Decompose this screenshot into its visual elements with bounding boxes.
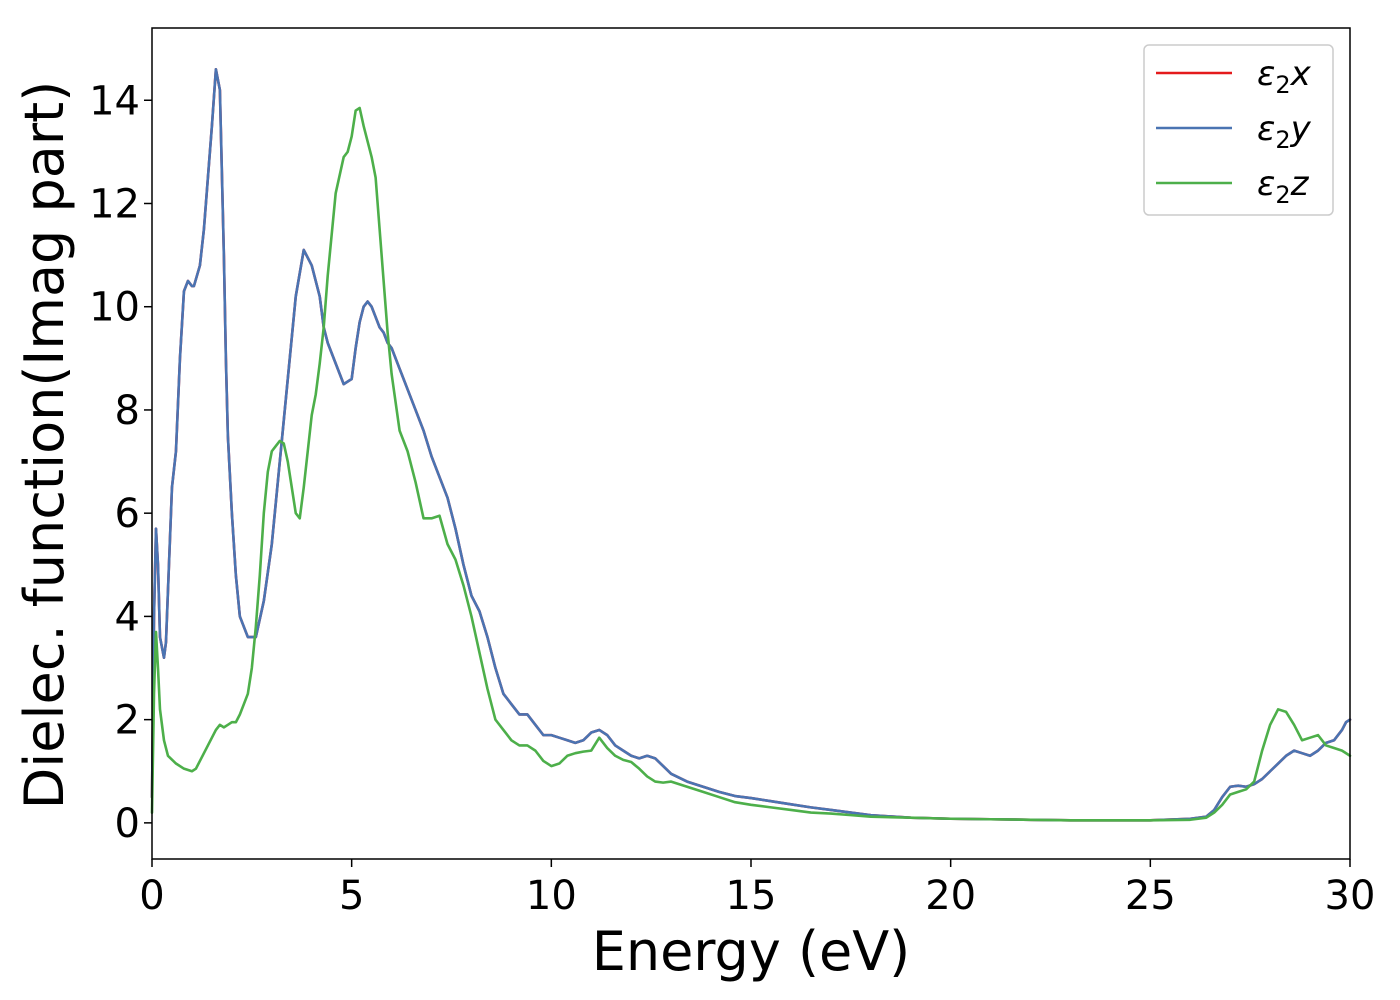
y-tick-label-0: 0 [115,801,140,847]
y-tick-label-4: 8 [115,388,140,434]
x-tick-label-2: 10 [526,873,577,919]
x-tick-label-6: 30 [1325,873,1376,919]
x-tick-label-3: 15 [726,873,777,919]
legend-box [1143,44,1334,216]
legend-label-2: ε2z [1257,164,1310,209]
series-line-2 [150,106,1352,822]
x-tick-label-0: 0 [139,873,164,919]
y-tick-label-5: 10 [89,285,140,331]
series-layer [150,67,1352,822]
y-tick-label-7: 14 [89,78,140,124]
y-tick-label-3: 6 [115,491,140,537]
x-tick-label-4: 20 [925,873,976,919]
y-tick-label-2: 4 [115,594,140,640]
legend-label-1: ε2y [1257,109,1312,154]
y-tick-label-1: 2 [115,698,140,744]
legend: ε2x ε2y ε2z [1143,44,1334,216]
x-axis-label: Energy (eV) [592,920,911,983]
x-tick-label-1: 5 [339,873,364,919]
y-axis: 0 2 4 6 8 10 12 14 [89,78,152,847]
y-axis-label: Dielec. function(Imag part) [13,81,76,810]
x-axis: 0 5 10 15 20 25 30 [139,859,1375,919]
y-tick-label-6: 12 [89,181,140,227]
legend-label-0: ε2x [1257,54,1312,99]
x-tick-label-5: 25 [1125,873,1176,919]
